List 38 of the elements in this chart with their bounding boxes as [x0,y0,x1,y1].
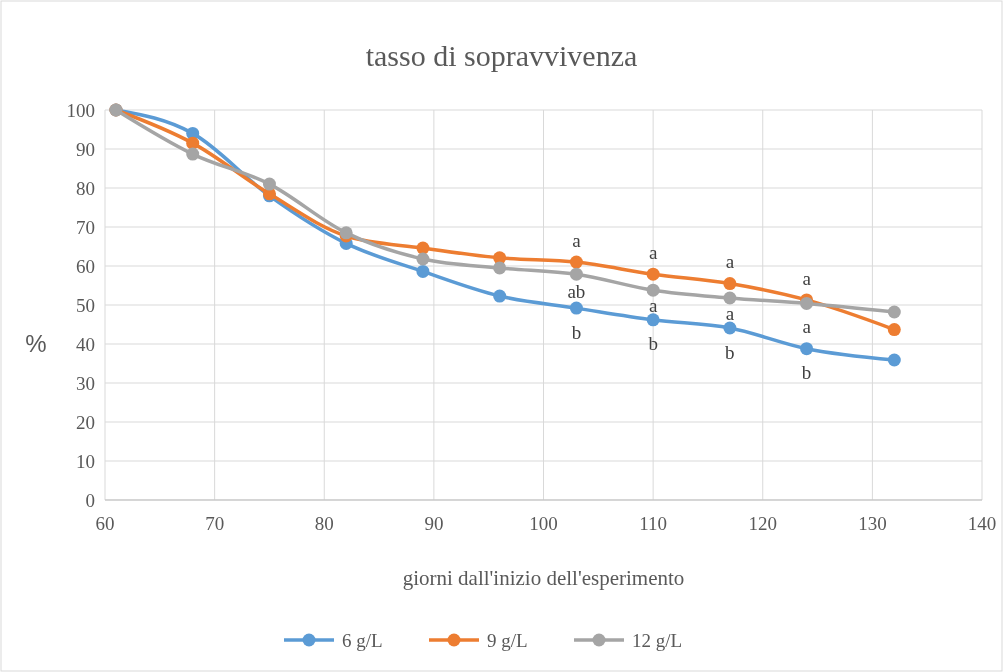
legend-label: 6 g/L [342,629,383,651]
y-tick-label: 0 [85,489,95,511]
annotation: a [725,251,735,273]
x-tick-label: 110 [639,513,668,534]
annotation: a [802,267,812,289]
y-axis-title: % [25,330,47,358]
y-tick-label: 40 [76,333,95,355]
annotation: ab [567,280,586,302]
legend-label: 12 g/L [632,629,683,651]
annotation: a [648,294,658,316]
x-tick-label: 130 [858,513,887,534]
annotation: a [572,229,582,251]
y-tick-label: 60 [76,255,95,277]
legend-label: 9 g/L [487,629,528,651]
x-tick-label: 100 [529,513,558,534]
y-tick-label: 10 [76,450,95,472]
annotation: a [802,315,812,337]
x-tick-label: 60 [95,513,115,534]
y-tick-label: 30 [76,372,95,394]
annotation: a [648,241,658,263]
x-tick-label: 80 [314,513,334,534]
y-tick-label: 20 [76,411,95,433]
y-tick-label: 90 [76,138,95,160]
annotation: b [725,341,735,363]
x-axis-title: giorni dall'inizio dell'esperimento [402,566,685,590]
x-tick-label: 90 [424,513,444,534]
x-tick-label: 140 [967,513,997,534]
y-tick-label: 80 [76,177,95,199]
x-tick-label: 70 [205,513,225,534]
annotation: b [571,321,582,343]
y-tick-label: 50 [76,294,95,316]
annotation: a [725,302,735,324]
annotation: b [801,362,812,384]
x-tick-label: 120 [748,513,777,534]
y-tick-label: 70 [76,216,95,238]
y-tick-label: 100 [66,99,95,121]
annotation: b [648,333,658,355]
chart-title: tasso di sopravvivenza [365,39,638,72]
